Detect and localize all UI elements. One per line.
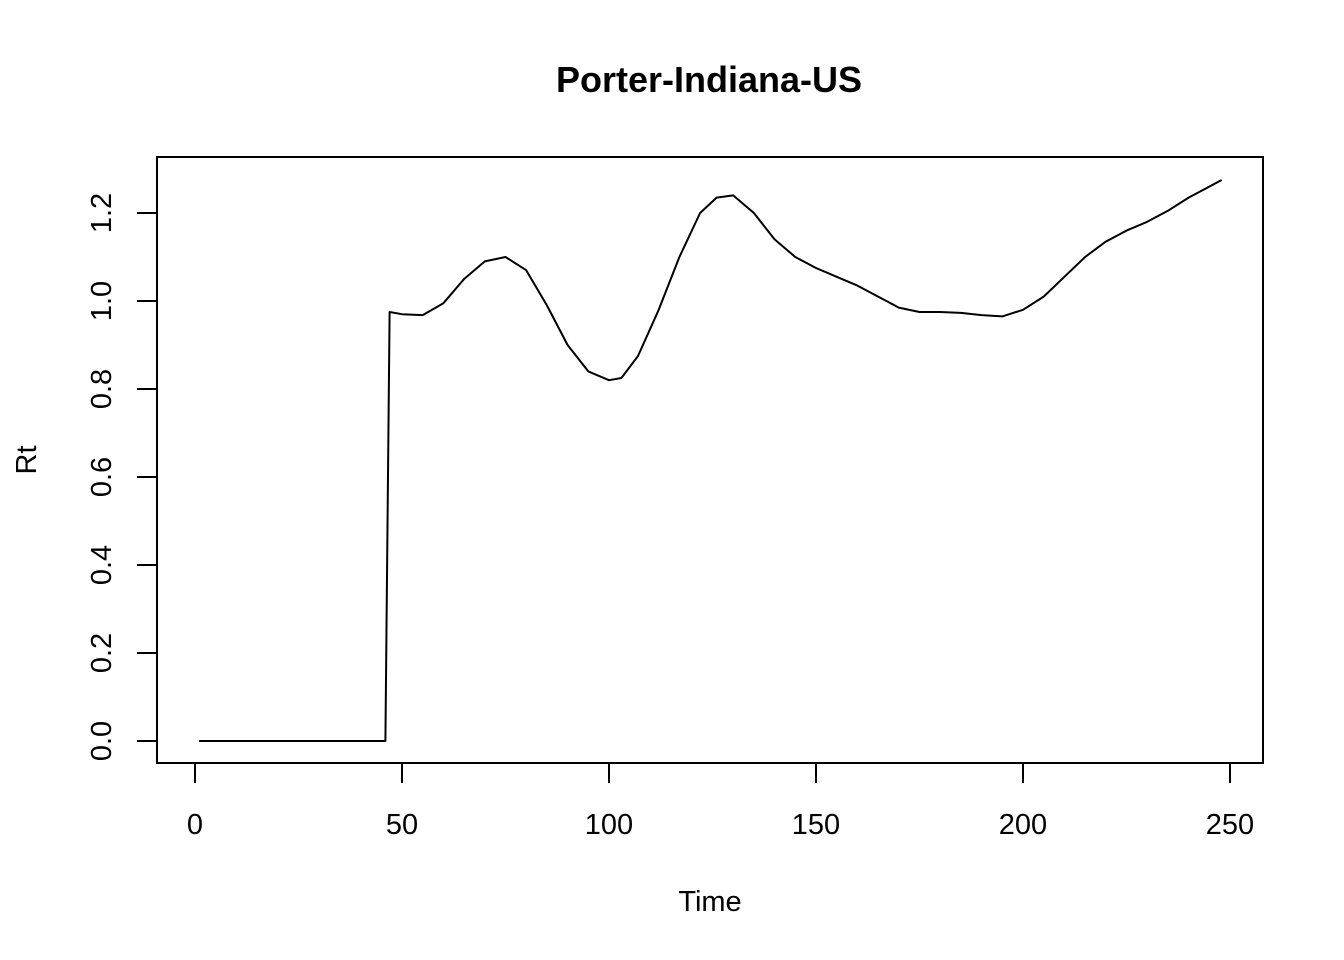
y-axis: 0.0 0.2 0.4 0.6 0.8 1.0 1.2 (86, 193, 158, 761)
x-tick-label: 0 (187, 809, 203, 841)
y-tick-label: 0.8 (86, 369, 118, 409)
x-axis: 0 50 100 150 200 250 (187, 762, 1254, 841)
y-tick-label: 1.0 (86, 281, 118, 321)
x-axis-label: Time (678, 886, 741, 918)
x-tick-label: 150 (792, 809, 840, 841)
x-tick-label: 50 (386, 809, 418, 841)
x-tick-label: 250 (1206, 809, 1254, 841)
y-tick-label: 0.4 (86, 545, 118, 585)
chart-title: Porter-Indiana-US (556, 59, 862, 100)
y-tick-label: 0.6 (86, 457, 118, 497)
x-tick-label: 100 (585, 809, 633, 841)
y-tick-label: 0.0 (86, 721, 118, 761)
y-tick-label: 1.2 (86, 193, 118, 233)
rt-series-line (199, 179, 1223, 742)
y-tick-label: 0.2 (86, 633, 118, 673)
y-axis-label: Rt (11, 446, 43, 475)
x-tick-label: 200 (999, 809, 1047, 841)
